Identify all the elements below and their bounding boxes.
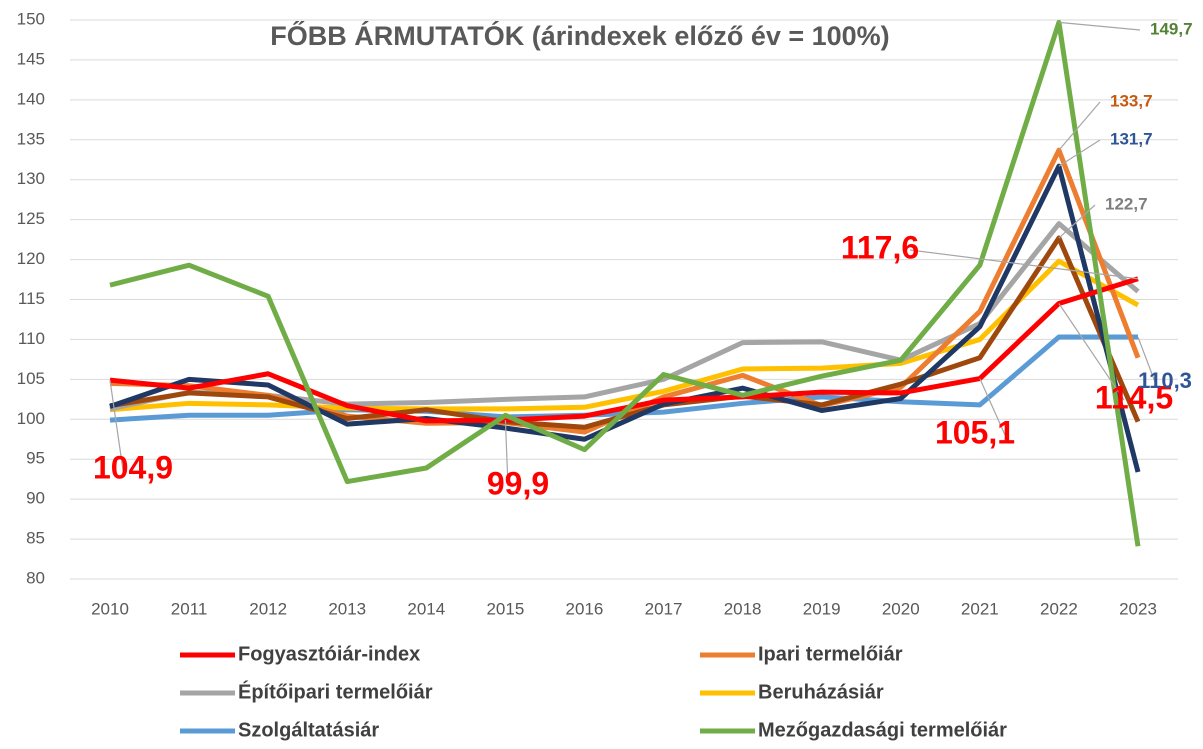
leader-line: [1058, 101, 1101, 151]
y-tick-label: 80: [26, 568, 45, 587]
y-tick-label: 150: [17, 9, 45, 28]
y-tick-label: 125: [17, 209, 45, 228]
leader-line: [909, 249, 1139, 280]
y-tick-label: 135: [17, 129, 45, 148]
series-line: [109, 163, 1141, 473]
data-label: 114,5: [1095, 379, 1173, 415]
data-label: 149,7: [1150, 19, 1193, 38]
y-tick-label: 105: [17, 369, 45, 388]
data-label: 104,9: [93, 449, 173, 485]
x-tick-label: 2010: [91, 599, 129, 618]
y-tick-label: 120: [17, 249, 45, 268]
data-label: 122,7: [1105, 194, 1148, 213]
y-tick-label: 85: [26, 529, 45, 548]
legend-label: Ipari termelőiár: [758, 643, 903, 665]
leader-line: [1058, 139, 1101, 167]
data-label: 117,6: [841, 229, 919, 265]
legend-label: Mezőgazdasági termelőiár: [758, 719, 1007, 741]
legend-label: Szolgáltatásiár: [238, 719, 379, 741]
x-tick-label: 2021: [961, 599, 999, 618]
y-tick-label: 95: [26, 449, 45, 468]
x-tick-label: 2018: [724, 599, 762, 618]
x-tick-label: 2016: [566, 599, 604, 618]
data-label: 105,1: [935, 414, 1015, 450]
series-line: [109, 276, 1139, 424]
y-tick-label: 140: [17, 89, 45, 108]
leader-line: [504, 420, 509, 487]
data-label: 133,7: [1110, 91, 1153, 110]
x-tick-label: 2023: [1119, 599, 1157, 618]
leader-line: [1137, 336, 1156, 383]
y-tick-label: 100: [17, 409, 45, 428]
y-tick-label: 115: [18, 289, 45, 308]
x-tick-label: 2020: [882, 599, 920, 618]
data-label: 110,3: [1138, 368, 1192, 393]
legend-label: Fogyasztóiár-index: [238, 643, 420, 665]
chart-title: FŐBB ÁRMUTATÓK (árindexek előző év = 100…: [270, 20, 889, 51]
y-tick-label: 110: [18, 329, 45, 348]
x-tick-label: 2013: [328, 599, 366, 618]
leader-line: [1058, 204, 1096, 239]
data-label: 99,9: [487, 465, 549, 501]
leader-line: [1058, 21, 1141, 31]
x-tick-label: 2022: [1040, 599, 1078, 618]
x-tick-label: 2017: [645, 599, 683, 618]
x-tick-label: 2014: [407, 599, 445, 618]
y-tick-label: 90: [26, 489, 45, 508]
series-line: [109, 258, 1140, 413]
x-tick-label: 2019: [803, 599, 841, 618]
x-tick-label: 2011: [171, 599, 208, 618]
x-tick-label: 2012: [249, 599, 287, 618]
leader-line: [109, 380, 124, 471]
series-line: [109, 19, 1141, 547]
leader-line: [979, 378, 1006, 436]
data-label: 131,7: [1110, 129, 1153, 148]
legend-label: Beruházásiár: [758, 681, 884, 703]
series-line: [109, 235, 1141, 430]
legend-label: Építőipari termelőiár: [238, 680, 433, 703]
y-tick-label: 130: [17, 169, 45, 188]
leader-line: [1058, 303, 1125, 401]
x-tick-label: 2015: [486, 599, 524, 618]
y-tick-label: 145: [17, 49, 45, 68]
